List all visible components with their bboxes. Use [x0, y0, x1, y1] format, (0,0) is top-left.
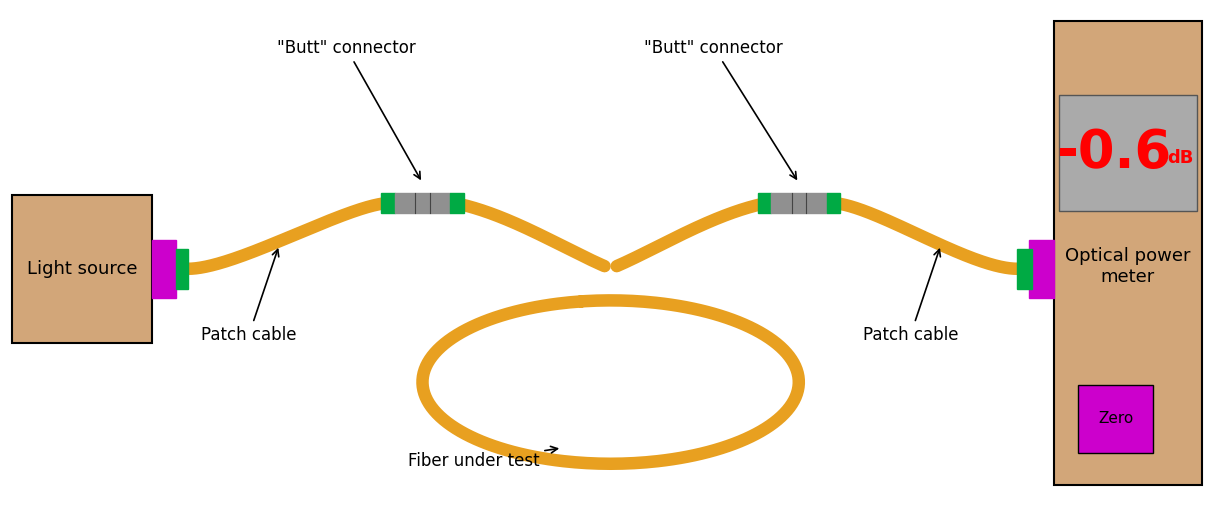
Text: Optical power
meter: Optical power meter	[1065, 248, 1191, 286]
Bar	[176, 249, 188, 289]
Bar	[827, 193, 840, 213]
FancyBboxPatch shape	[1059, 95, 1197, 211]
FancyBboxPatch shape	[1078, 385, 1153, 453]
Bar	[771, 193, 827, 213]
FancyBboxPatch shape	[1054, 21, 1202, 485]
Bar	[450, 193, 464, 213]
Text: Patch cable: Patch cable	[863, 249, 958, 344]
Bar	[1029, 240, 1054, 298]
Text: Zero: Zero	[1097, 412, 1134, 426]
Bar	[381, 193, 395, 213]
Text: dB: dB	[1167, 149, 1193, 167]
Bar	[395, 193, 450, 213]
Bar	[152, 240, 176, 298]
Text: "Butt" connector: "Butt" connector	[645, 38, 796, 179]
FancyBboxPatch shape	[12, 195, 152, 343]
Text: Light source: Light source	[27, 260, 137, 278]
Text: -0.6: -0.6	[1056, 127, 1172, 179]
Text: Fiber under test: Fiber under test	[408, 446, 557, 471]
Text: "Butt" connector: "Butt" connector	[277, 38, 420, 179]
Bar	[758, 193, 771, 213]
Text: Patch cable: Patch cable	[202, 249, 296, 344]
Bar	[1017, 249, 1032, 289]
